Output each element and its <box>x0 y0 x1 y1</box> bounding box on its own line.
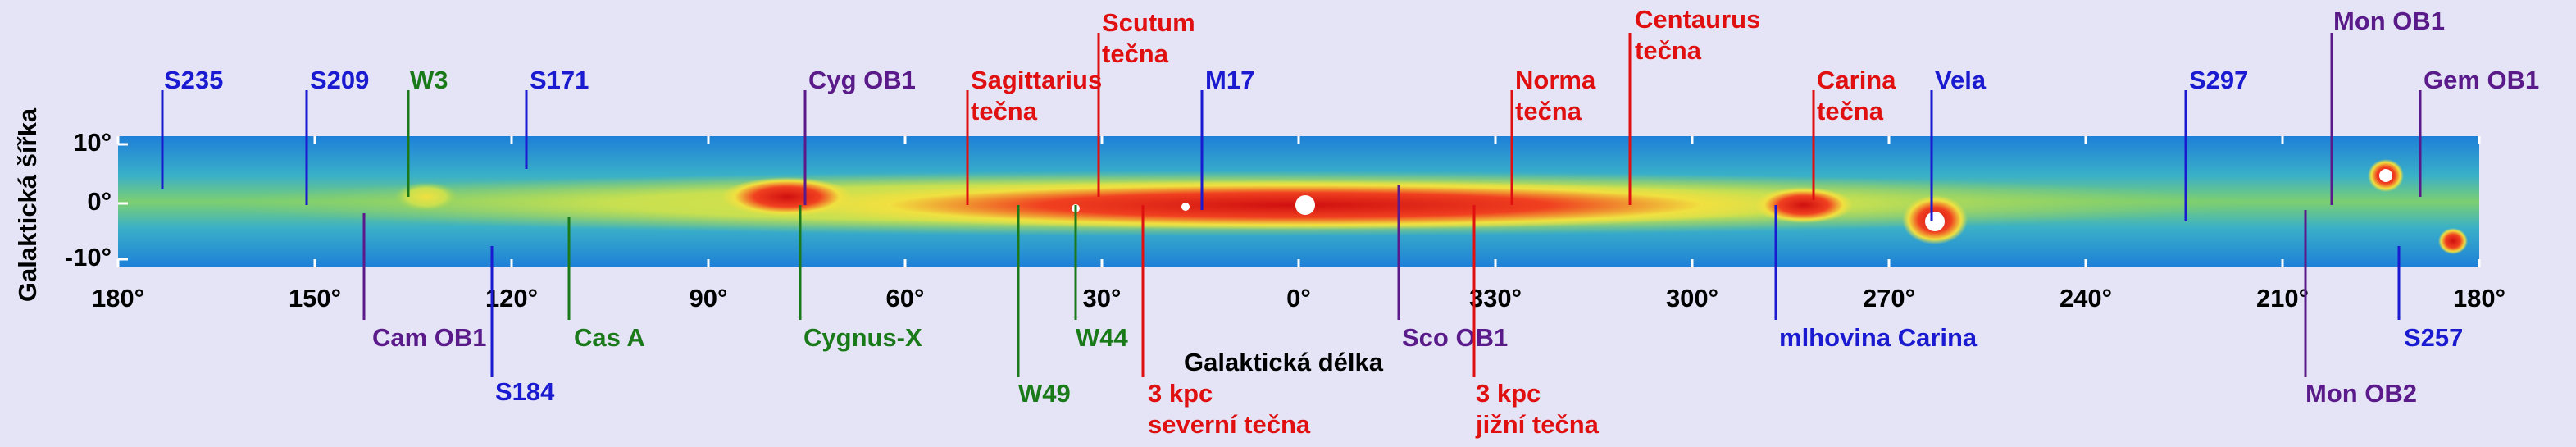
x-tick-label: 60° <box>886 284 925 312</box>
region-label: M17 <box>1205 66 1254 94</box>
region-label: Cam OB1 <box>372 323 487 352</box>
region-label: Cas A <box>574 323 645 352</box>
region-label: Scutum <box>1102 8 1195 37</box>
x-tick-label: 150° <box>289 284 341 312</box>
region-label: Mon OB2 <box>2305 379 2417 408</box>
x-tick-label: 240° <box>2059 284 2112 312</box>
x-tick-label: 270° <box>1863 284 1915 312</box>
region-label: Cygnus-X <box>803 323 922 352</box>
region-label: W49 <box>1018 379 1071 408</box>
y-tick-label: -10° <box>65 243 112 271</box>
x-tick-label: 180° <box>2453 284 2505 312</box>
x-tick-label: 30° <box>1083 284 1122 312</box>
region-label: severní tečna <box>1148 410 1311 439</box>
region-label: S209 <box>310 66 369 94</box>
region-label: W3 <box>410 66 448 94</box>
region-label: S171 <box>530 66 589 94</box>
region-label: tečna <box>1817 97 1884 125</box>
region-label: tečna <box>1102 39 1169 68</box>
x-axis-title: Galaktická délka <box>1184 348 1384 376</box>
region-label: S297 <box>2189 66 2248 94</box>
region-label: tečna <box>1515 97 1582 125</box>
region-label: mlhovina Carina <box>1779 323 1978 352</box>
region-label: 3 kpc <box>1476 379 1541 408</box>
x-tick-label: 300° <box>1666 284 1718 312</box>
region-label: Gem OB1 <box>2424 66 2539 94</box>
region-label: Carina <box>1817 66 1896 94</box>
region-label: tečna <box>1635 36 1702 65</box>
region-label: W44 <box>1076 323 1129 352</box>
region-label: tečna <box>971 97 1038 125</box>
region-label: Sagittarius <box>971 66 1102 94</box>
region-label: Norma <box>1515 66 1596 94</box>
region-label: jižní tečna <box>1475 410 1600 439</box>
y-tick-label: 0° <box>87 187 112 216</box>
x-tick-label: 90° <box>690 284 728 312</box>
region-label: S184 <box>495 377 555 406</box>
region-label: Cyg OB1 <box>808 66 916 94</box>
region-label: 3 kpc <box>1148 379 1213 408</box>
region-label: Centaurus <box>1635 5 1760 34</box>
region-label: Vela <box>1935 66 1987 94</box>
x-tick-label: 120° <box>485 284 538 312</box>
sky-image <box>118 136 2479 267</box>
x-tick-label: 0° <box>1286 284 1311 312</box>
region-label: S257 <box>2404 323 2463 352</box>
x-tick-label: 330° <box>1469 284 1522 312</box>
x-tick-label: 210° <box>2256 284 2309 312</box>
region-label: Mon OB1 <box>2333 7 2445 35</box>
x-tick-label: 180° <box>92 284 144 312</box>
y-tick-label: 10° <box>73 128 112 157</box>
region-label: Sco OB1 <box>1402 323 1508 352</box>
region-label: S235 <box>164 66 223 94</box>
y-axis-title: Galaktická šířka <box>13 107 42 302</box>
